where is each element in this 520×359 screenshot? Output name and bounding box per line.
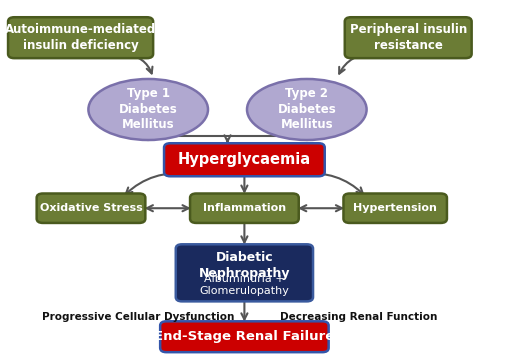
Ellipse shape xyxy=(247,79,367,140)
FancyBboxPatch shape xyxy=(160,321,329,352)
FancyBboxPatch shape xyxy=(343,194,447,223)
Text: Oxidative Stress: Oxidative Stress xyxy=(40,203,142,213)
Text: Progressive Cellular Dysfunction: Progressive Cellular Dysfunction xyxy=(42,312,234,322)
FancyBboxPatch shape xyxy=(164,143,324,176)
FancyBboxPatch shape xyxy=(190,194,298,223)
FancyBboxPatch shape xyxy=(176,244,313,302)
Text: Diabetic
Nephropathy: Diabetic Nephropathy xyxy=(199,251,290,280)
FancyBboxPatch shape xyxy=(345,17,472,58)
FancyBboxPatch shape xyxy=(36,194,145,223)
Text: Hyperglycaemia: Hyperglycaemia xyxy=(178,152,311,167)
Text: Type 2
Diabetes
Mellitus: Type 2 Diabetes Mellitus xyxy=(278,88,336,131)
Text: Autoimmune-mediated
insulin deficiency: Autoimmune-mediated insulin deficiency xyxy=(5,23,156,52)
Text: Inflammation: Inflammation xyxy=(203,203,286,213)
Text: Peripheral insulin
resistance: Peripheral insulin resistance xyxy=(349,23,467,52)
Ellipse shape xyxy=(88,79,208,140)
FancyBboxPatch shape xyxy=(8,17,153,58)
Text: End-Stage Renal Failure: End-Stage Renal Failure xyxy=(154,330,334,343)
Text: Type 1
Diabetes
Mellitus: Type 1 Diabetes Mellitus xyxy=(119,88,177,131)
Text: Decreasing Renal Function: Decreasing Renal Function xyxy=(280,312,437,322)
Text: Albuminuria +
Glomerulopathy: Albuminuria + Glomerulopathy xyxy=(200,274,289,296)
Text: Hypertension: Hypertension xyxy=(353,203,437,213)
